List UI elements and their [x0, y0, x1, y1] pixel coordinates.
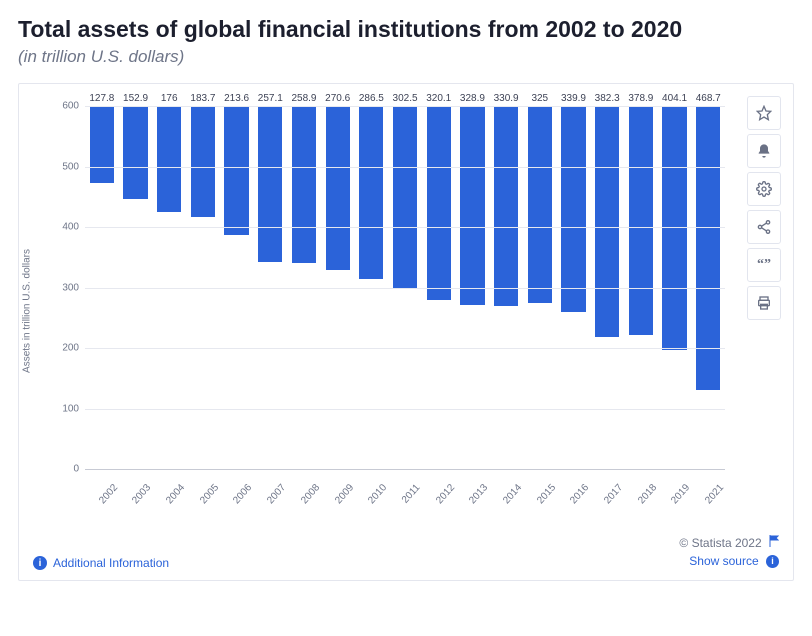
- bell-icon: [756, 143, 772, 159]
- bar-value-label: 378.9: [628, 93, 653, 104]
- bar-value-label: 328.9: [460, 93, 485, 104]
- bar[interactable]: 152.9: [123, 106, 147, 199]
- additional-information-link[interactable]: i Additional Information: [33, 556, 169, 570]
- bar-value-label: 127.8: [89, 93, 114, 104]
- share-icon: [756, 219, 772, 235]
- x-tick-label: 2005: [186, 478, 220, 532]
- bar-value-label: 213.6: [224, 93, 249, 104]
- chart-toolbar: “”: [747, 96, 781, 320]
- plot-area: 127.8 152.9 176 183.7 213.6 257.1 258.9 270.6 28…: [85, 106, 725, 470]
- bar-value-label: 270.6: [325, 93, 350, 104]
- bar[interactable]: 258.9: [292, 106, 316, 263]
- chart-subtitle: (in trillion U.S. dollars): [18, 47, 794, 67]
- x-tick-label: 2017: [590, 478, 624, 532]
- citation-button[interactable]: “”: [747, 248, 781, 282]
- x-tick-label: 2008: [287, 478, 321, 532]
- show-source-link[interactable]: Show source: [689, 554, 758, 568]
- flag-icon: [769, 535, 779, 547]
- print-icon: [756, 295, 772, 311]
- y-tick-label: 300: [62, 282, 85, 293]
- bar-value-label: 176: [161, 93, 178, 104]
- bar[interactable]: 328.9: [460, 106, 484, 305]
- bar-value-label: 382.3: [595, 93, 620, 104]
- chart-area: Assets in trillion U.S. dollars 127.8152…: [33, 96, 729, 526]
- bar[interactable]: 320.1: [427, 106, 451, 300]
- y-tick-label: 0: [73, 464, 85, 475]
- chart-title: Total assets of global financial institu…: [18, 16, 794, 43]
- y-tick-label: 600: [62, 101, 85, 112]
- bar-value-label: 183.7: [190, 93, 215, 104]
- gridline: [85, 288, 725, 289]
- bar[interactable]: 325: [528, 106, 552, 303]
- info-icon: i: [33, 556, 47, 570]
- gridline: [85, 106, 725, 107]
- bar[interactable]: 270.6: [326, 106, 350, 270]
- bar[interactable]: 404.1: [662, 106, 686, 350]
- additional-information-label: Additional Information: [53, 556, 169, 570]
- chart-footer: i Additional Information © Statista 2022…: [33, 534, 779, 570]
- x-tick-label: 2004: [152, 478, 186, 532]
- bar[interactable]: 378.9: [629, 106, 653, 335]
- gridline: [85, 409, 725, 410]
- bar-value-label: 404.1: [662, 93, 687, 104]
- x-axis-labels: 2002200320042005200620072008200920102011…: [85, 472, 725, 526]
- bar[interactable]: 257.1: [258, 106, 282, 262]
- bar[interactable]: 382.3: [595, 106, 619, 337]
- bar[interactable]: 339.9: [561, 106, 585, 312]
- x-tick-label: 2013: [456, 478, 490, 532]
- x-tick-label: 2016: [557, 478, 591, 532]
- x-tick-label: 2011: [388, 478, 422, 532]
- info-icon: i: [766, 555, 779, 568]
- x-tick-label: 2018: [624, 478, 658, 532]
- x-tick-label: 2012: [422, 478, 456, 532]
- bar-value-label: 325: [531, 93, 548, 104]
- y-tick-label: 100: [62, 403, 85, 414]
- copyright-text: © Statista 2022: [679, 534, 779, 552]
- bar-value-label: 339.9: [561, 93, 586, 104]
- x-tick-label: 2006: [220, 478, 254, 532]
- bar-value-label: 330.9: [494, 93, 519, 104]
- share-button[interactable]: [747, 210, 781, 244]
- x-tick-label: 2019: [658, 478, 692, 532]
- x-tick-label: 2015: [523, 478, 557, 532]
- y-tick-label: 200: [62, 343, 85, 354]
- bar-value-label: 302.5: [393, 93, 418, 104]
- y-tick-label: 500: [62, 161, 85, 172]
- bar-value-label: 152.9: [123, 93, 148, 104]
- alert-button[interactable]: [747, 134, 781, 168]
- bar-value-label: 320.1: [426, 93, 451, 104]
- y-axis-title: Assets in trillion U.S. dollars: [22, 249, 33, 373]
- print-button[interactable]: [747, 286, 781, 320]
- y-tick-label: 400: [62, 222, 85, 233]
- quote-icon: “”: [757, 257, 771, 273]
- bar-value-label: 257.1: [258, 93, 283, 104]
- bar[interactable]: 127.8: [90, 106, 114, 183]
- bar[interactable]: 286.5: [359, 106, 383, 279]
- gridline: [85, 227, 725, 228]
- bar[interactable]: 302.5: [393, 106, 417, 289]
- bar[interactable]: 176: [157, 106, 181, 212]
- bar[interactable]: 330.9: [494, 106, 518, 306]
- bar[interactable]: 183.7: [191, 106, 215, 217]
- x-tick-label: 2009: [321, 478, 355, 532]
- chart-panel: “” Assets in trillion U.S. dollars 127.8…: [18, 83, 794, 581]
- settings-button[interactable]: [747, 172, 781, 206]
- bar[interactable]: 213.6: [224, 106, 248, 235]
- bar-value-label: 468.7: [696, 93, 721, 104]
- gridline: [85, 167, 725, 168]
- x-tick-label: 2010: [355, 478, 389, 532]
- gear-icon: [756, 181, 772, 197]
- star-icon: [756, 105, 772, 121]
- gridline: [85, 348, 725, 349]
- x-tick-label: 2021: [691, 478, 725, 532]
- favorite-button[interactable]: [747, 96, 781, 130]
- x-tick-label: 2014: [489, 478, 523, 532]
- x-tick-label: 2003: [119, 478, 153, 532]
- x-tick-label: 2002: [85, 478, 119, 532]
- x-tick-label: 2007: [253, 478, 287, 532]
- gridline: [85, 469, 725, 470]
- bar-value-label: 258.9: [291, 93, 316, 104]
- bar-value-label: 286.5: [359, 93, 384, 104]
